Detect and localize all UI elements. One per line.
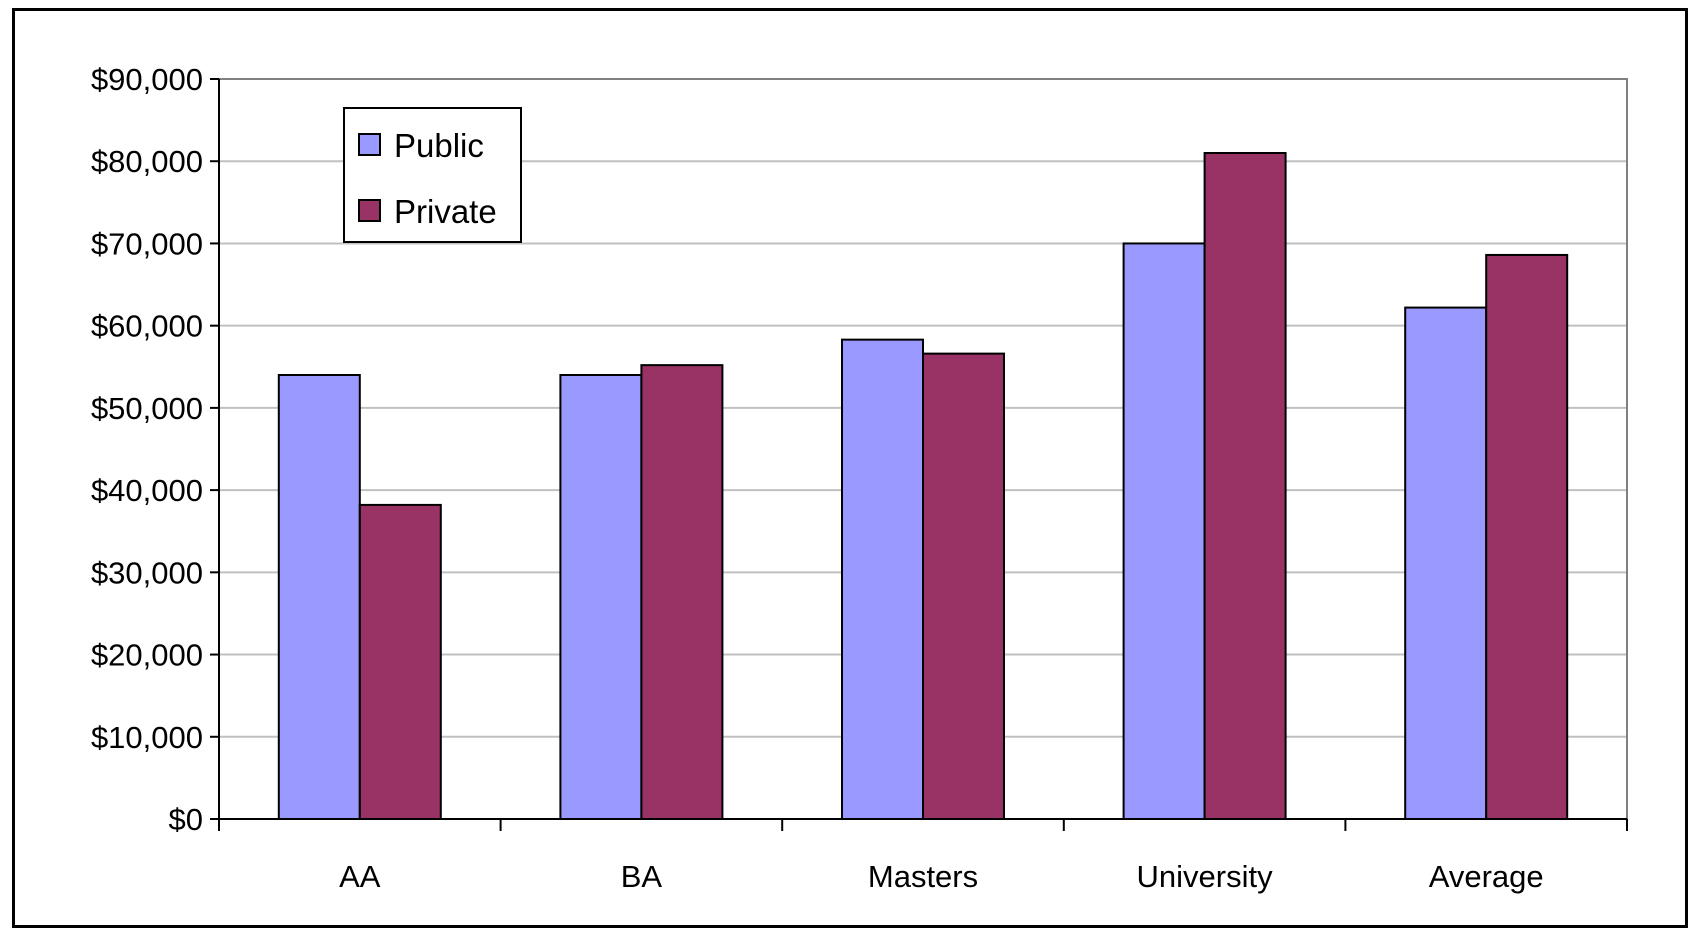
y-tick-label: $20,000: [91, 638, 203, 673]
y-tick-labels: $0 $10,000 $20,000 $30,000 $40,000 $50,000 $60…: [91, 62, 203, 837]
bar-public-ba: [559, 374, 643, 820]
x-tick-label: AA: [339, 859, 381, 894]
legend-label-public: Public: [394, 127, 484, 164]
y-tick-label: $60,000: [91, 309, 203, 344]
x-tick-label: University: [1137, 859, 1274, 894]
x-tick-label: Average: [1429, 859, 1544, 894]
bar-public-university: [1122, 242, 1206, 820]
x-tick-label: Masters: [868, 859, 978, 894]
y-tick-label: $0: [169, 802, 203, 837]
bar-public-masters: [841, 338, 924, 820]
bar-private-aa: [358, 503, 442, 820]
bar-public-aa: [277, 374, 361, 820]
x-tick-labels: AA BA Masters University Average: [339, 859, 1544, 894]
y-tick-label: $30,000: [91, 555, 203, 590]
y-tick-label: $10,000: [91, 720, 203, 755]
legend: Public Private: [343, 107, 522, 243]
y-tick-label: $50,000: [91, 391, 203, 426]
legend-swatch-public: [358, 133, 381, 156]
bar-private-ba: [640, 364, 724, 820]
bar-private-university: [1203, 152, 1287, 820]
legend-label-private: Private: [394, 193, 497, 230]
y-tick-label: $70,000: [91, 226, 203, 261]
y-tick-label: $90,000: [91, 62, 203, 97]
y-tick-label: $80,000: [91, 144, 203, 179]
axes: [210, 78, 1628, 831]
x-tick-label: BA: [621, 859, 663, 894]
bars: [277, 152, 1569, 820]
legend-swatch-private: [358, 199, 381, 222]
bar-private-masters: [922, 352, 1005, 820]
bar-private-average: [1485, 253, 1569, 820]
y-tick-label: $40,000: [91, 473, 203, 508]
bar-public-average: [1404, 306, 1488, 820]
